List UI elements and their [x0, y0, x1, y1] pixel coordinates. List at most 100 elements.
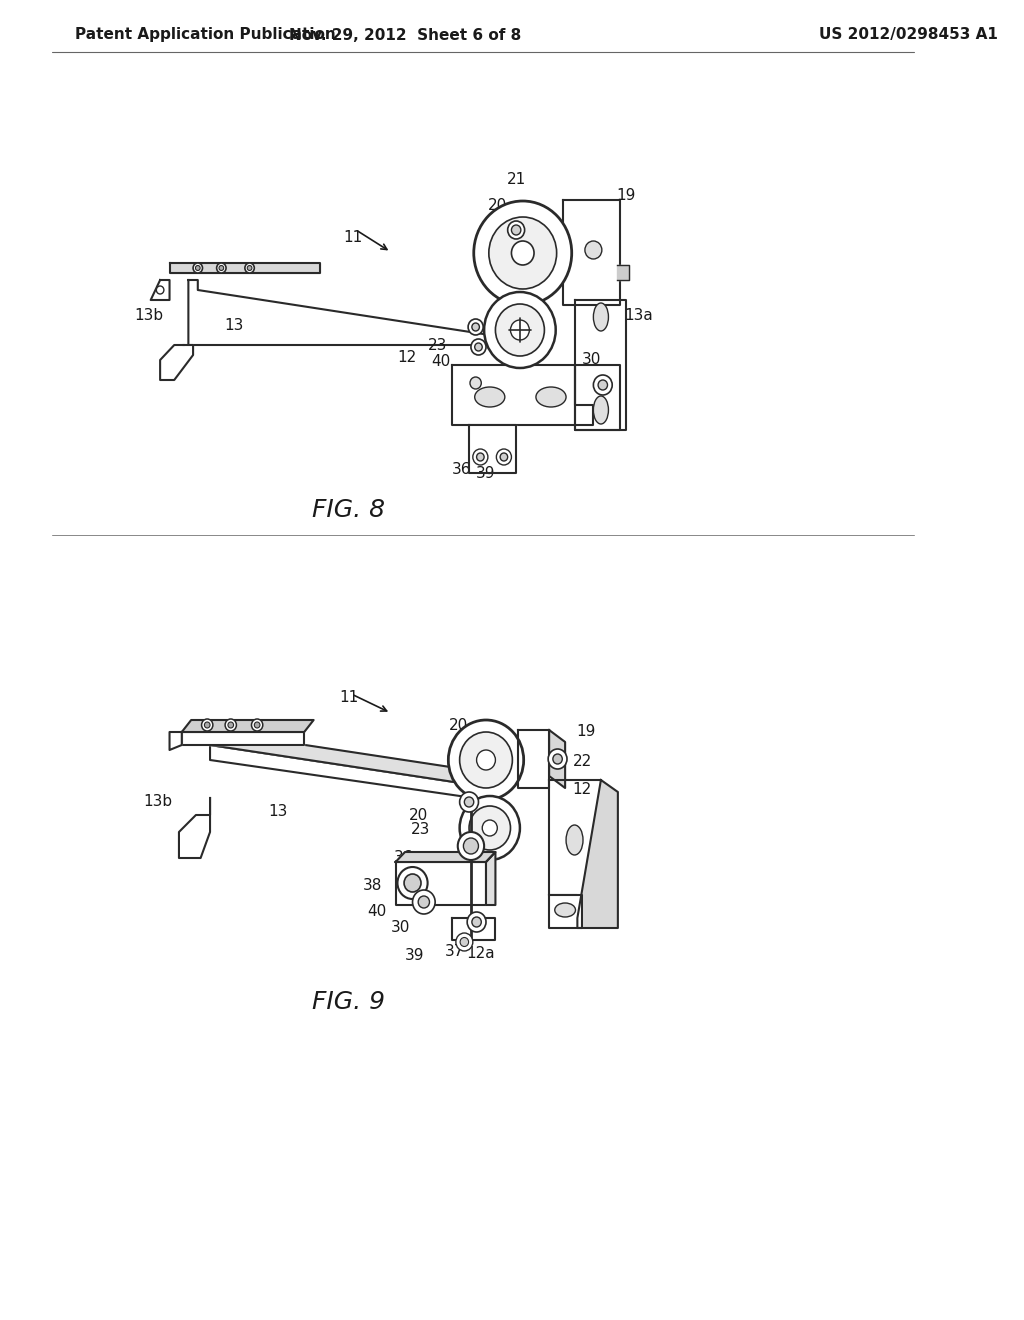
Text: 19: 19: [577, 725, 596, 739]
Text: 12a: 12a: [466, 945, 495, 961]
Circle shape: [553, 754, 562, 764]
Circle shape: [225, 719, 237, 731]
Polygon shape: [395, 851, 496, 862]
Text: FIG. 9: FIG. 9: [312, 990, 385, 1014]
Text: 12: 12: [572, 783, 592, 797]
Text: Patent Application Publication: Patent Application Publication: [76, 28, 336, 42]
Text: 30: 30: [582, 352, 601, 367]
Circle shape: [460, 792, 478, 812]
Text: 20: 20: [409, 808, 428, 822]
Text: 37: 37: [445, 945, 465, 960]
Circle shape: [474, 201, 571, 305]
Text: 39: 39: [475, 466, 495, 480]
Polygon shape: [210, 744, 474, 799]
Circle shape: [464, 838, 478, 854]
Polygon shape: [170, 263, 321, 273]
Circle shape: [511, 242, 535, 265]
Polygon shape: [395, 862, 486, 906]
Circle shape: [511, 224, 521, 235]
Text: 23: 23: [428, 338, 447, 352]
Circle shape: [205, 722, 210, 729]
Circle shape: [467, 912, 486, 932]
Polygon shape: [549, 780, 601, 917]
Circle shape: [475, 343, 482, 351]
Text: 20: 20: [487, 198, 507, 213]
Text: 21: 21: [507, 173, 525, 187]
Text: 13: 13: [268, 804, 288, 820]
Circle shape: [471, 339, 486, 355]
Circle shape: [418, 896, 429, 908]
Circle shape: [476, 453, 484, 461]
Polygon shape: [182, 733, 304, 744]
Text: 13a: 13a: [625, 308, 653, 322]
Circle shape: [482, 820, 498, 836]
Polygon shape: [518, 730, 549, 788]
Text: 12: 12: [397, 351, 417, 366]
Circle shape: [247, 265, 252, 271]
Text: 11: 11: [339, 690, 358, 705]
Circle shape: [456, 933, 473, 950]
Polygon shape: [574, 366, 620, 430]
Circle shape: [217, 263, 226, 273]
Circle shape: [404, 874, 421, 892]
Text: 13b: 13b: [143, 795, 173, 809]
Circle shape: [194, 263, 203, 273]
Polygon shape: [578, 780, 617, 928]
Polygon shape: [160, 345, 194, 380]
Circle shape: [449, 719, 523, 800]
Circle shape: [219, 265, 223, 271]
Circle shape: [413, 890, 435, 913]
Circle shape: [468, 319, 483, 335]
Text: 13b: 13b: [134, 308, 164, 322]
Circle shape: [585, 242, 602, 259]
Circle shape: [157, 286, 164, 294]
Ellipse shape: [566, 825, 583, 855]
Text: 36: 36: [393, 850, 413, 866]
Polygon shape: [563, 201, 620, 305]
Ellipse shape: [593, 396, 608, 424]
Circle shape: [458, 832, 484, 861]
Circle shape: [460, 937, 469, 946]
Text: 22: 22: [572, 755, 592, 770]
Circle shape: [397, 867, 428, 899]
Circle shape: [252, 719, 263, 731]
Polygon shape: [179, 799, 210, 858]
Text: US 2012/0298453 A1: US 2012/0298453 A1: [819, 28, 998, 42]
Polygon shape: [549, 895, 582, 928]
Circle shape: [472, 917, 481, 927]
Polygon shape: [453, 917, 496, 940]
Circle shape: [484, 292, 556, 368]
Polygon shape: [549, 730, 565, 788]
Text: FIG. 8: FIG. 8: [312, 498, 385, 521]
Polygon shape: [469, 425, 516, 473]
Ellipse shape: [593, 304, 608, 331]
Circle shape: [598, 380, 607, 389]
Circle shape: [488, 216, 557, 289]
Circle shape: [472, 323, 479, 331]
Circle shape: [464, 797, 474, 807]
Ellipse shape: [555, 903, 575, 917]
Circle shape: [228, 722, 233, 729]
Text: 38: 38: [362, 878, 382, 892]
Circle shape: [497, 449, 511, 465]
Polygon shape: [486, 851, 496, 906]
Polygon shape: [170, 733, 182, 750]
Polygon shape: [453, 366, 593, 425]
Circle shape: [496, 304, 545, 356]
Text: 13: 13: [224, 318, 244, 333]
Text: 23: 23: [412, 822, 431, 837]
Text: 20: 20: [450, 718, 468, 733]
Circle shape: [254, 722, 260, 729]
Circle shape: [508, 220, 524, 239]
Polygon shape: [574, 300, 627, 430]
Circle shape: [476, 750, 496, 770]
Circle shape: [470, 378, 481, 389]
Text: 40: 40: [368, 904, 386, 920]
Circle shape: [473, 449, 487, 465]
Polygon shape: [210, 733, 483, 785]
Circle shape: [245, 263, 254, 273]
Text: 11: 11: [344, 231, 362, 246]
Text: 36: 36: [452, 462, 471, 478]
Circle shape: [202, 719, 213, 731]
Circle shape: [593, 375, 612, 395]
